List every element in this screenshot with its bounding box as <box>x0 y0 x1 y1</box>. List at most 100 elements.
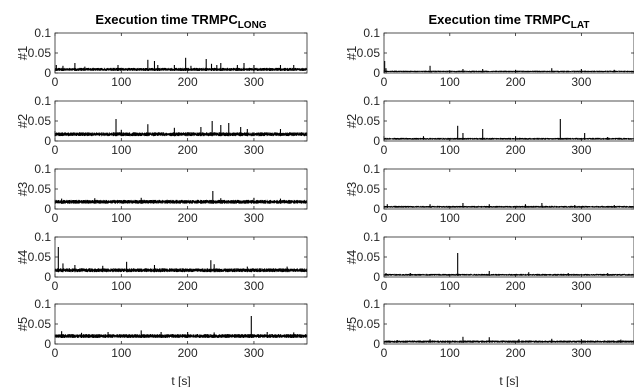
row-label: #2 <box>15 114 30 128</box>
axes-box <box>54 100 308 142</box>
x-tick-label: 200 <box>506 279 526 293</box>
y-tick-label: 0.1 <box>363 297 380 311</box>
execution-time-trace <box>383 205 634 208</box>
column-title: Execution time TRMPCLONG <box>95 12 266 31</box>
x-tick-label: 300 <box>244 75 264 89</box>
subplot-run-1: 0 0.05 0.1 0 100 200 300 #1 <box>15 26 308 89</box>
row-label: #2 <box>344 114 359 128</box>
y-tick-label: 0.1 <box>34 162 51 176</box>
row-label: #1 <box>344 46 359 60</box>
axes-box <box>54 236 308 278</box>
x-axis-label: t [s] <box>171 374 190 387</box>
execution-time-trace <box>54 132 308 137</box>
x-tick-label: 200 <box>178 346 198 360</box>
y-tick-label: 0.05 <box>28 46 52 60</box>
y-tick-label: 0.05 <box>28 114 52 128</box>
x-tick-label: 200 <box>178 75 198 89</box>
y-tick-label: 0 <box>373 270 380 284</box>
execution-time-trace <box>54 268 308 273</box>
x-tick-label: 300 <box>244 143 264 157</box>
axes-box <box>383 236 634 278</box>
y-tick-label: 0 <box>373 337 380 351</box>
y-tick-label: 0.1 <box>34 297 51 311</box>
y-tick-label: 0 <box>373 202 380 216</box>
row-label: #3 <box>344 182 359 196</box>
column-title-subscript: LONG <box>238 20 267 31</box>
x-tick-label: 300 <box>244 346 264 360</box>
y-tick-label: 0.1 <box>34 26 51 40</box>
x-axis-label: t [s] <box>499 374 518 387</box>
x-tick-label: 0 <box>52 279 59 293</box>
x-tick-label: 100 <box>440 143 460 157</box>
x-tick-label: 100 <box>440 75 460 89</box>
y-tick-label: 0.05 <box>357 250 381 264</box>
y-tick-label: 0.1 <box>363 162 380 176</box>
x-tick-label: 100 <box>440 211 460 225</box>
column-title-main: Execution time TRMPC <box>429 12 572 27</box>
x-tick-label: 0 <box>381 211 388 225</box>
x-tick-label: 200 <box>506 143 526 157</box>
y-tick-label: 0.05 <box>28 317 52 331</box>
subplot-run-3: 0 0.05 0.1 0 100 200 300 #3 <box>15 162 308 225</box>
x-tick-label: 200 <box>178 211 198 225</box>
row-label: #3 <box>15 182 30 196</box>
subplot-run-1: 0 0.05 0.1 0 100 200 300 #1 <box>344 26 634 89</box>
column-title-main: Execution time TRMPC <box>95 12 238 27</box>
subplot-run-5: 0 0.05 0.1 0 100 200 300 #5 <box>15 297 308 360</box>
execution-time-trace <box>383 273 634 276</box>
y-tick-label: 0 <box>44 134 51 148</box>
x-tick-label: 300 <box>571 346 591 360</box>
y-tick-label: 0 <box>44 337 51 351</box>
column-title: Execution time TRMPCLAT <box>429 12 590 31</box>
x-tick-label: 100 <box>111 75 131 89</box>
y-tick-label: 0 <box>44 270 51 284</box>
x-tick-label: 0 <box>52 346 59 360</box>
x-tick-label: 0 <box>381 143 388 157</box>
x-tick-label: 200 <box>178 143 198 157</box>
subplot-run-5: 0 0.05 0.1 0 100 200 300 #5 <box>344 297 634 360</box>
y-tick-label: 0.05 <box>357 46 381 60</box>
execution-time-trace <box>383 137 634 140</box>
row-label: #5 <box>344 317 359 331</box>
x-tick-label: 300 <box>571 143 591 157</box>
y-tick-label: 0 <box>44 202 51 216</box>
y-tick-label: 0.1 <box>34 94 51 108</box>
y-tick-label: 0.05 <box>357 317 381 331</box>
y-tick-label: 0.05 <box>357 114 381 128</box>
y-tick-label: 0.1 <box>34 230 51 244</box>
y-tick-label: 0.1 <box>363 230 380 244</box>
y-tick-label: 0.05 <box>357 182 381 196</box>
row-label: #5 <box>15 317 30 331</box>
x-tick-label: 0 <box>381 279 388 293</box>
x-tick-label: 100 <box>440 279 460 293</box>
execution-time-trace <box>54 67 308 71</box>
y-tick-label: 0.05 <box>28 250 52 264</box>
x-tick-label: 0 <box>381 75 388 89</box>
subplot-run-2: 0 0.05 0.1 0 100 200 300 #2 <box>344 94 634 157</box>
execution-time-trace <box>383 70 634 73</box>
x-tick-label: 300 <box>244 279 264 293</box>
subplot-run-4: 0 0.05 0.1 0 100 200 300 #4 <box>15 230 308 293</box>
axes-box <box>383 168 634 210</box>
subplot-run-3: 0 0.05 0.1 0 100 200 300 #3 <box>344 162 634 225</box>
axes-box <box>383 32 634 74</box>
x-tick-label: 300 <box>571 279 591 293</box>
column-title-subscript: LAT <box>571 20 590 31</box>
y-tick-label: 0 <box>44 66 51 80</box>
y-tick-label: 0.1 <box>363 26 380 40</box>
axes-box <box>383 303 634 345</box>
x-tick-label: 0 <box>52 143 59 157</box>
execution-time-trace <box>54 334 308 338</box>
x-tick-label: 200 <box>506 75 526 89</box>
execution-time-trace <box>383 340 634 343</box>
x-tick-label: 300 <box>244 211 264 225</box>
x-tick-label: 300 <box>571 75 591 89</box>
x-tick-label: 300 <box>571 211 591 225</box>
x-tick-label: 100 <box>111 211 131 225</box>
subplot-run-4: 0 0.05 0.1 0 100 200 300 #4 <box>344 230 634 293</box>
x-tick-label: 100 <box>111 143 131 157</box>
x-tick-label: 0 <box>52 211 59 225</box>
